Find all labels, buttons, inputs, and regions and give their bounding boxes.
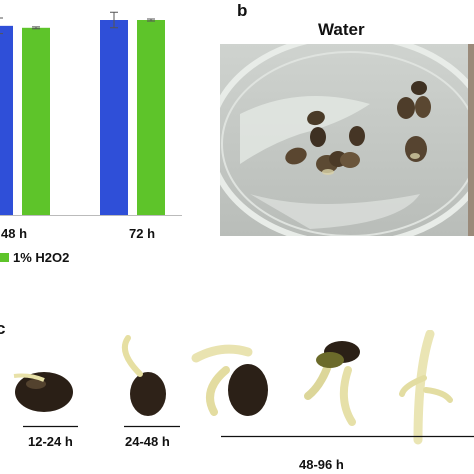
stage-label-12-24h: 12-24 h [28, 434, 73, 449]
panel-c-letter: c [0, 319, 6, 338]
bar-72h-series1 [137, 20, 165, 215]
panel-b-letter: b [237, 1, 248, 20]
bar-72h-series0 [100, 20, 128, 215]
error-bar-72h-series1 [147, 18, 155, 22]
bar-48h-series1 [22, 27, 50, 215]
photo-b-edge [468, 44, 474, 236]
seed-48-96h-a [191, 344, 268, 416]
stage-label-48-96h: 48-96 h [299, 457, 344, 472]
germinating-seeds-photo [13, 330, 474, 445]
error-bar-72h-series0 [110, 11, 118, 29]
seed-48-96h-c [399, 330, 453, 445]
legend-label: 1% H2O2 [13, 250, 69, 265]
seed-48-96h-b [304, 341, 360, 426]
panel-b-title: Water [318, 20, 365, 39]
legend-swatch [0, 253, 9, 262]
x-tick-label: 48 h [1, 226, 27, 241]
error-bar-48h-series0 [0, 17, 3, 35]
seeds-in-water-photo [220, 44, 474, 236]
seed-24-48h [122, 335, 166, 416]
stage-label-24-48h: 24-48 h [125, 434, 170, 449]
seed-group [285, 81, 431, 175]
seed-12-24h [13, 372, 73, 412]
bar-48h-series0 [0, 25, 13, 215]
x-tick-label: 72 h [129, 226, 155, 241]
panel-a-chart: 48 h 72 h 1% H2O2 [0, 11, 182, 265]
error-bar-48h-series1 [32, 26, 40, 30]
